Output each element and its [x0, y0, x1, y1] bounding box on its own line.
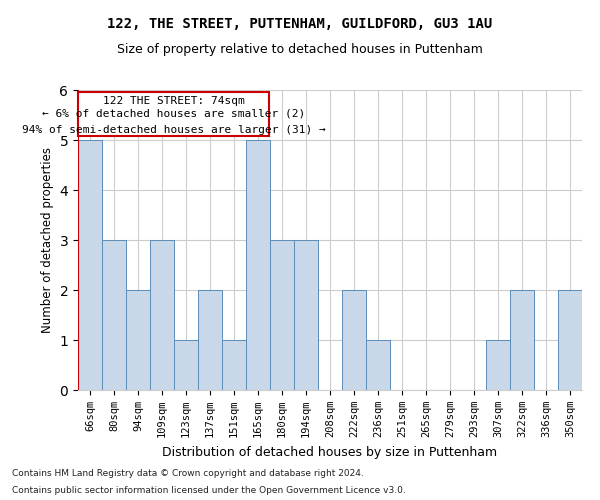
- Bar: [246, 140, 270, 390]
- Bar: [78, 92, 269, 136]
- Text: Contains public sector information licensed under the Open Government Licence v3: Contains public sector information licen…: [12, 486, 406, 495]
- Text: 122 THE STREET: 74sqm: 122 THE STREET: 74sqm: [103, 96, 244, 106]
- Bar: [558, 290, 582, 390]
- Bar: [510, 290, 534, 390]
- Text: 122, THE STREET, PUTTENHAM, GUILDFORD, GU3 1AU: 122, THE STREET, PUTTENHAM, GUILDFORD, G…: [107, 18, 493, 32]
- Bar: [126, 290, 150, 390]
- Bar: [486, 340, 510, 390]
- Bar: [294, 240, 318, 390]
- Bar: [78, 140, 102, 390]
- Bar: [222, 340, 246, 390]
- Text: 94% of semi-detached houses are larger (31) →: 94% of semi-detached houses are larger (…: [22, 125, 325, 135]
- Bar: [174, 340, 198, 390]
- Bar: [342, 290, 366, 390]
- Bar: [198, 290, 222, 390]
- Bar: [270, 240, 294, 390]
- Bar: [102, 240, 126, 390]
- Text: Size of property relative to detached houses in Puttenham: Size of property relative to detached ho…: [117, 42, 483, 56]
- X-axis label: Distribution of detached houses by size in Puttenham: Distribution of detached houses by size …: [163, 446, 497, 458]
- Text: Contains HM Land Registry data © Crown copyright and database right 2024.: Contains HM Land Registry data © Crown c…: [12, 468, 364, 477]
- Bar: [150, 240, 174, 390]
- Text: ← 6% of detached houses are smaller (2): ← 6% of detached houses are smaller (2): [42, 108, 305, 118]
- Y-axis label: Number of detached properties: Number of detached properties: [41, 147, 54, 333]
- Bar: [366, 340, 390, 390]
